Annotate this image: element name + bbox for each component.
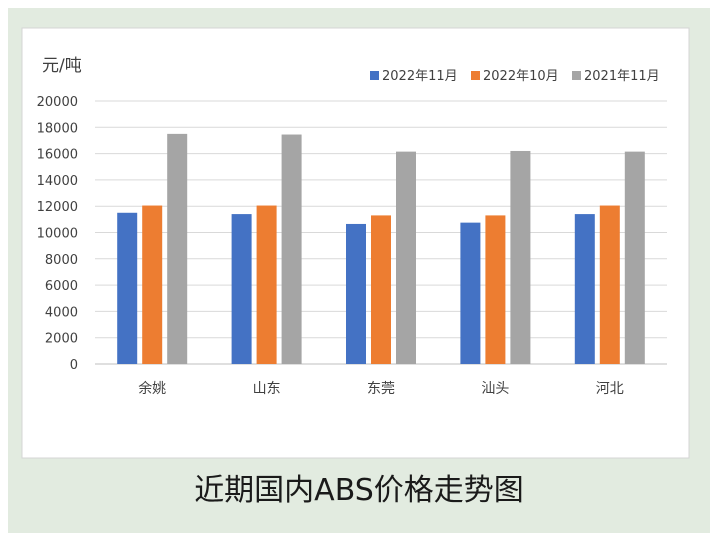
- bar: [574, 214, 595, 364]
- y-tick-label: 14000: [37, 174, 78, 189]
- bar: [599, 205, 620, 364]
- legend-entry: 2022年11月: [382, 69, 458, 84]
- y-tick-label: 2000: [45, 332, 78, 347]
- category-label: 东莞: [367, 381, 395, 397]
- bar: [167, 133, 188, 364]
- y-tick-label: 20000: [37, 95, 78, 110]
- y-tick-label: 0: [70, 358, 78, 373]
- legend-entry: 2022年10月: [483, 69, 559, 84]
- bar: [142, 205, 163, 364]
- bar: [346, 223, 366, 364]
- bar: [510, 150, 531, 364]
- y-tick-label: 8000: [45, 253, 78, 268]
- category-label: 汕头: [481, 381, 509, 397]
- bar: [256, 205, 277, 364]
- y-tick-label: 6000: [45, 279, 78, 294]
- y-tick-label: 18000: [37, 121, 78, 136]
- legend-swatch: [471, 71, 480, 80]
- bar: [371, 215, 391, 364]
- bar: [460, 222, 481, 364]
- category-label: 山东: [253, 381, 281, 397]
- y-tick-label: 16000: [37, 148, 78, 163]
- category-labels: 余姚 山东 东莞 汕头 河北: [138, 380, 624, 397]
- legend-swatch: [370, 71, 379, 80]
- bar: [485, 215, 506, 364]
- category-label: 余姚: [138, 380, 166, 397]
- y-axis-unit: 元/吨: [42, 56, 82, 76]
- y-tick-label: 10000: [37, 227, 78, 242]
- legend-entry: 2021年11月: [584, 69, 660, 84]
- y-tick-label: 12000: [37, 200, 78, 215]
- bars: [117, 133, 645, 364]
- bar: [396, 151, 416, 364]
- bar: [231, 214, 252, 364]
- category-label: 河北: [596, 381, 624, 397]
- figure-caption: 近期国内ABS价格走势图: [194, 473, 524, 508]
- y-tick-labels: 0 2000 4000 6000 8000 10000 12000 14000 16000 180…: [37, 95, 78, 373]
- bar: [117, 212, 138, 364]
- bar: [281, 134, 302, 364]
- y-tick-label: 4000: [45, 305, 78, 320]
- legend-swatch: [572, 71, 581, 80]
- legend: 2022年11月 2022年10月 2021年11月: [370, 69, 660, 84]
- bar: [624, 151, 645, 364]
